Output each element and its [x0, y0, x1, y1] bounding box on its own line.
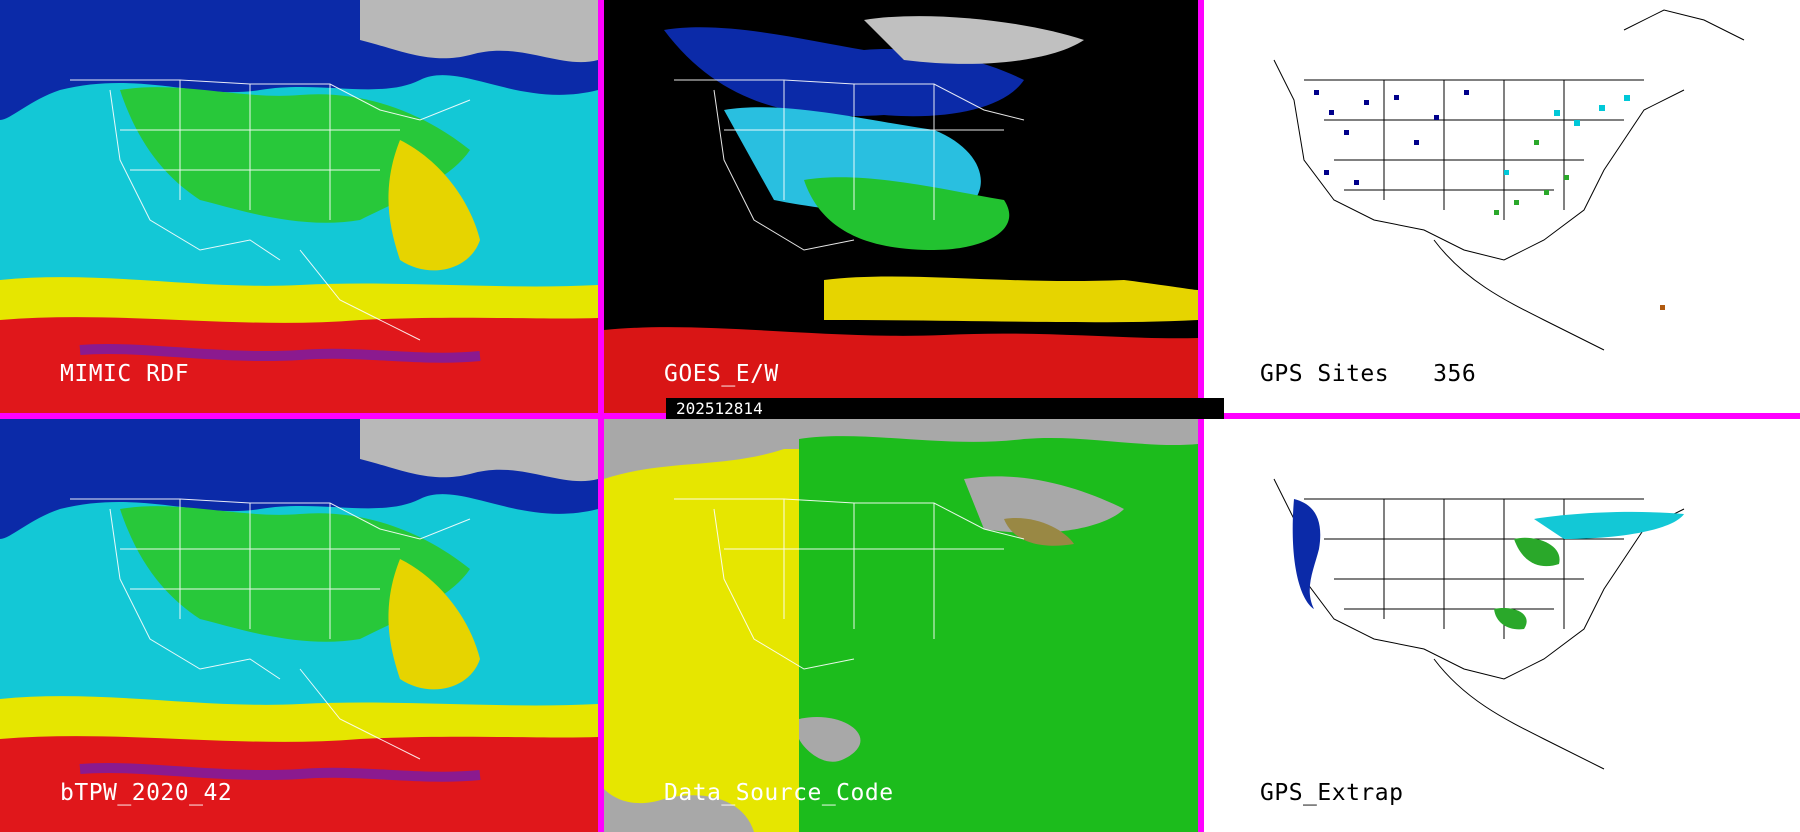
- btpw-panel: bTPW_2020_42: [0, 419, 598, 832]
- gps-extrap-panel: GPS_Extrap: [1204, 419, 1800, 832]
- gps-extrap-map: [1204, 419, 1800, 832]
- timestamp-bar: 202512814: [666, 398, 1224, 419]
- dsc-label: Data_Source_Code: [664, 780, 894, 806]
- goes-map: [604, 0, 1198, 413]
- goes-label: GOES_E/W: [664, 361, 779, 387]
- gps-sites-panel: GPS Sites 356: [1204, 0, 1800, 413]
- mimic-map: [0, 0, 598, 413]
- mimic-label: MIMIC RDF: [60, 361, 190, 387]
- gps-extrap-label: GPS_Extrap: [1260, 780, 1404, 806]
- gps-sites-label: GPS Sites 356: [1260, 361, 1476, 387]
- dsc-panel: Data_Source_Code: [604, 419, 1198, 832]
- mimic-panel: MIMIC RDF: [0, 0, 598, 413]
- goes-panel: GOES_E/W: [604, 0, 1198, 413]
- dsc-map: [604, 419, 1198, 832]
- gps-sites-title: GPS Sites: [1260, 361, 1390, 387]
- timestamp-text: 202512814: [676, 399, 763, 418]
- gps-sites-map: [1204, 0, 1800, 413]
- gps-sites-count: 356: [1433, 361, 1477, 387]
- btpw-label: bTPW_2020_42: [60, 780, 233, 806]
- btpw-map: [0, 419, 598, 832]
